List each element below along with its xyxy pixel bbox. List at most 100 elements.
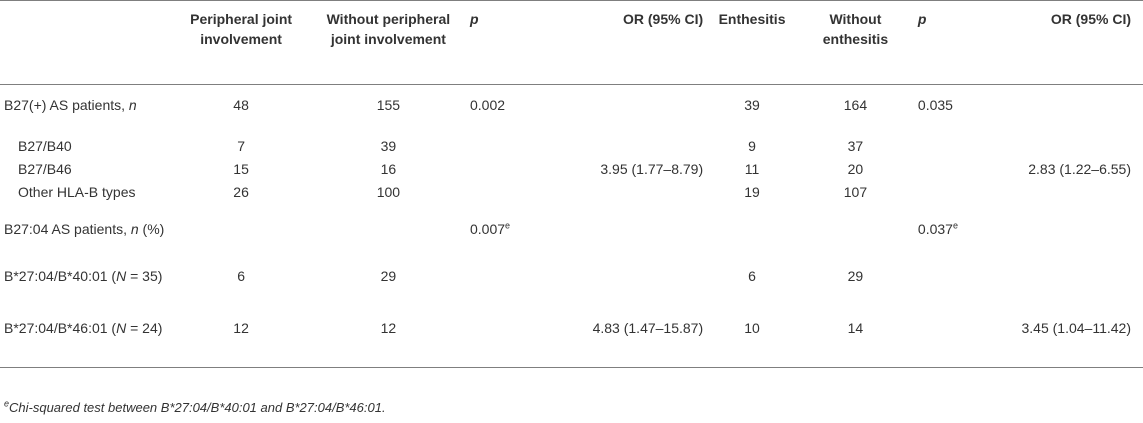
cell-p2 (912, 266, 987, 318)
cell-p2 (912, 156, 987, 179)
p-value: 0.037 (917, 220, 953, 237)
label-italic: N (116, 267, 127, 284)
footnote-marker: e (505, 219, 511, 230)
row-label: B*27:04/B*40:01 (N = 35) (0, 266, 165, 318)
cell-no-pji: 39 (380, 137, 397, 154)
cell-p2 (912, 179, 987, 219)
row-label: B27/B46 (0, 156, 165, 179)
header-or-ci-1: OR (95% CI) (623, 11, 704, 27)
cell-or2: 2.83 (1.22–6.55) (1028, 160, 1131, 177)
cell-or1 (533, 85, 706, 133)
cell-p1 (460, 133, 533, 156)
cell-no-enth: 14 (847, 319, 864, 336)
table-row: B27/B46 15 16 3.95 (1.77–8.79) 11 20 2.8… (0, 156, 1143, 179)
label-text: B27:04 AS patients, (4, 220, 131, 237)
table-body: B27(+) AS patients, n 48 155 0.002 39 16… (0, 85, 1143, 368)
cell-or2 (987, 179, 1143, 219)
p-value: 0.002 (470, 97, 506, 113)
table-row: B*27:04/B*40:01 (N = 35) 6 29 6 29 (0, 266, 1143, 318)
table-row: B*27:04/B*46:01 (N = 24) 12 12 4.83 (1.4… (0, 318, 1143, 368)
cell-or1: 3.95 (1.77–8.79) (600, 160, 704, 177)
cell-or2: 3.45 (1.04–11.42) (1021, 319, 1132, 336)
label-text: B27/B40 (18, 137, 72, 154)
label-italic: N (116, 319, 127, 336)
label-italic: n (130, 220, 139, 237)
cell-p1: 0.002 (460, 85, 533, 133)
label-italic: n (128, 97, 137, 113)
footnote-marker: e (4, 398, 10, 409)
row-label: B*27:04/B*46:01 (N = 24) (0, 318, 165, 368)
footnote-marker: e (952, 219, 958, 230)
footnote-text: Chi-squared test between B*27:04/B*40:01… (9, 400, 386, 415)
row-label: B27/B40 (0, 133, 165, 156)
header-row: Peripheral joint involvement Without per… (0, 0, 1143, 85)
cell-p1 (460, 156, 533, 179)
cell-or2 (987, 133, 1143, 156)
label-suffix: = 35) (126, 267, 163, 284)
cell-or1: 4.83 (1.47–15.87) (592, 319, 704, 336)
cell-or1 (533, 133, 706, 156)
cell-pji (165, 219, 316, 266)
row-label: Other HLA-B types (0, 179, 165, 219)
header-enthesitis: Enthesitis (718, 11, 786, 27)
cell-no-pji: 16 (380, 160, 397, 177)
table-row: Other HLA-B types 26 100 19 107 (0, 179, 1143, 219)
header-without-enthesitis: Without enthesitis (822, 11, 889, 47)
cell-or1 (533, 179, 706, 219)
cell-pji: 7 (237, 137, 245, 154)
cell-enth: 9 (748, 137, 756, 154)
header-label (0, 1, 165, 85)
cell-no-enth: 29 (847, 267, 864, 284)
row-label: B27(+) AS patients, n (0, 85, 165, 133)
label-text: B27(+) AS patients, (4, 97, 129, 113)
label-text: B*27:04/B*40:01 ( (4, 267, 117, 284)
cell-no-enth: 37 (847, 137, 864, 154)
cell-enth: 11 (744, 160, 760, 177)
cell-no-enth: 164 (843, 97, 868, 113)
cell-enth: 6 (748, 267, 756, 284)
header-or-ci-2: OR (95% CI) (1050, 11, 1131, 27)
table-row: B27:04 AS patients, n (%) 0.007e 0.037e (0, 219, 1143, 266)
cell-no-enth (799, 219, 912, 266)
table-header: Peripheral joint involvement Without per… (0, 0, 1143, 85)
cell-enth: 10 (744, 319, 760, 336)
cell-or1 (533, 266, 706, 318)
cell-or2 (987, 85, 1143, 133)
header-without-peripheral-joint: Without peripheral joint involvement (326, 11, 451, 47)
cell-p2 (912, 318, 987, 368)
header-p-value-2: p (917, 11, 927, 27)
cell-p2: 0.037e (912, 219, 987, 266)
header-peripheral-joint: Peripheral joint involvement (190, 11, 293, 47)
cell-p1: 0.007e (460, 219, 533, 266)
table-row: B27/B40 7 39 9 37 (0, 133, 1143, 156)
cell-or2 (987, 266, 1143, 318)
cell-no-pji: 155 (376, 97, 401, 113)
results-table: Peripheral joint involvement Without per… (0, 0, 1143, 368)
label-text: Other HLA-B types (18, 183, 136, 200)
table-row: B27(+) AS patients, n 48 155 0.002 39 16… (0, 85, 1143, 133)
cell-p1 (460, 179, 533, 219)
row-label: B27:04 AS patients, n (%) (0, 219, 165, 266)
cell-p1 (460, 318, 533, 368)
cell-or1 (533, 219, 706, 266)
cell-pji: 48 (233, 97, 249, 113)
cell-or2 (987, 219, 1143, 266)
label-suffix: = 24) (126, 319, 163, 336)
cell-no-enth: 20 (847, 160, 864, 177)
p-value: 0.035 (917, 97, 953, 113)
p-value: 0.007 (470, 220, 506, 237)
cell-no-pji: 29 (380, 267, 397, 284)
cell-no-enth: 107 (843, 183, 868, 200)
table-footnote: eChi-squared test between B*27:04/B*40:0… (4, 398, 386, 415)
cell-no-pji: 100 (376, 183, 401, 200)
cell-pji: 12 (233, 319, 249, 336)
cell-no-pji (317, 219, 460, 266)
cell-enth (705, 219, 799, 266)
cell-no-pji: 12 (380, 319, 397, 336)
label-text: B*27:04/B*46:01 ( (4, 319, 117, 336)
cell-p2 (912, 133, 987, 156)
cell-enth: 19 (744, 183, 760, 200)
cell-pji: 26 (233, 183, 249, 200)
cell-p1 (460, 266, 533, 318)
